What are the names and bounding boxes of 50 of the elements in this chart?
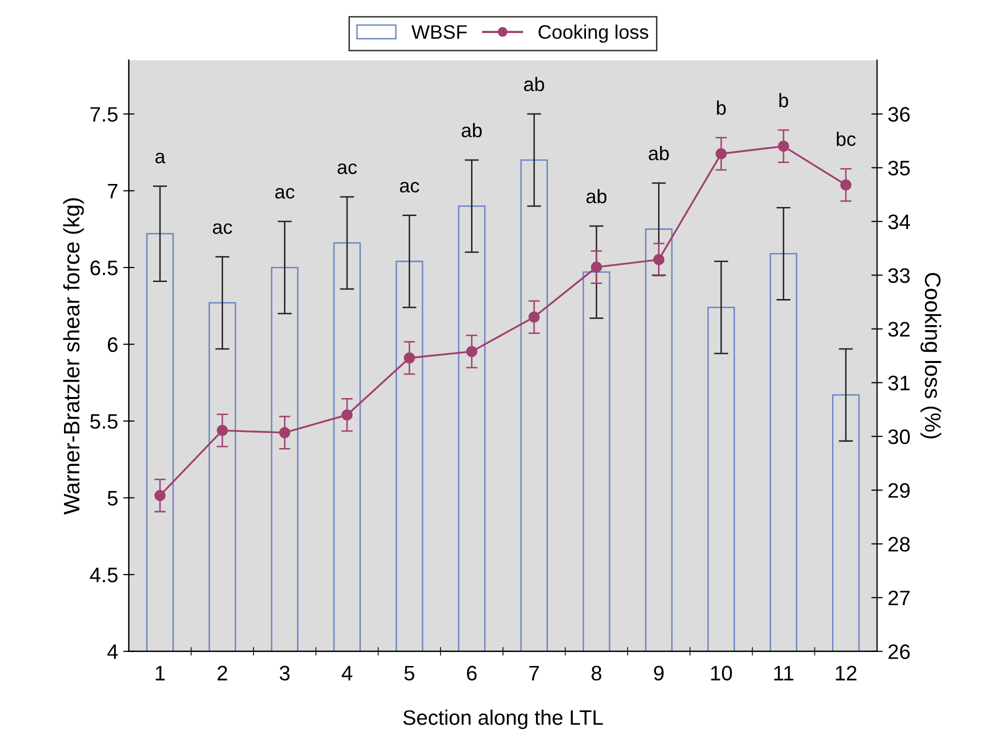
y2-tick-label: 26 xyxy=(888,644,910,660)
legend-label: Cooking loss xyxy=(538,24,648,43)
legend-label: WBSF xyxy=(411,25,467,39)
x-axis-title: Section along the LTL xyxy=(403,710,603,730)
y2-axis-title: Cooking loss (%) xyxy=(920,272,942,438)
x-tick-label: 7 xyxy=(529,666,539,680)
y2-tick-label: 33 xyxy=(888,268,910,283)
y-tick-label: 5 xyxy=(108,491,118,506)
x-tick-label: 4 xyxy=(342,666,352,680)
y2-tick-label: 32 xyxy=(888,322,910,337)
annotation: ac xyxy=(338,163,357,174)
annotation: ab xyxy=(648,146,669,160)
y2-tick-label: 34 xyxy=(888,214,910,230)
y2-tick-label: 36 xyxy=(888,106,910,122)
y-tick-label: 5.5 xyxy=(90,414,118,429)
annotation: ac xyxy=(212,223,232,234)
annotation: b xyxy=(717,100,726,115)
x-tick-label: 6 xyxy=(467,666,477,681)
annotation: ab xyxy=(524,76,544,92)
y2-tick-label: 30 xyxy=(888,429,910,444)
y-tick-label: 4.5 xyxy=(90,568,118,582)
y-tick-label: 7 xyxy=(108,184,118,198)
y-tick-label: 6 xyxy=(108,337,118,352)
y2-tick-label: 35 xyxy=(888,160,910,176)
y2-tick-label: 29 xyxy=(888,483,910,498)
annotation: ac xyxy=(400,182,420,193)
x-tick-label: 9 xyxy=(654,666,664,681)
x-tick-label: 3 xyxy=(280,666,290,681)
annotation: a xyxy=(155,152,166,164)
y2-tick-label: 31 xyxy=(888,376,910,390)
x-tick-label: 12 xyxy=(836,666,856,680)
y-tick-label: 7.5 xyxy=(90,107,118,122)
x-tick-label: 2 xyxy=(218,666,228,680)
point xyxy=(778,140,790,152)
point xyxy=(154,490,166,502)
annotation: b xyxy=(779,93,788,108)
x-tick-label: 11 xyxy=(774,666,794,680)
y2-tick-label: 28 xyxy=(888,536,910,552)
x-tick-label: 10 xyxy=(711,666,732,681)
y-tick-label: 6.5 xyxy=(90,260,118,276)
x-tick-label: 1 xyxy=(156,666,165,680)
annotation: bc xyxy=(836,132,856,146)
y-tick-label: 4 xyxy=(107,644,118,659)
annotation: ab xyxy=(462,122,482,138)
annotation: ab xyxy=(586,188,606,204)
x-tick-label: 8 xyxy=(592,666,602,681)
y2-tick-label: 27 xyxy=(888,590,910,606)
y-axis-title: Warner-Bratzler shear force (kg) xyxy=(63,198,84,515)
x-tick-label: 5 xyxy=(404,666,414,681)
annotation: ac xyxy=(275,188,294,199)
